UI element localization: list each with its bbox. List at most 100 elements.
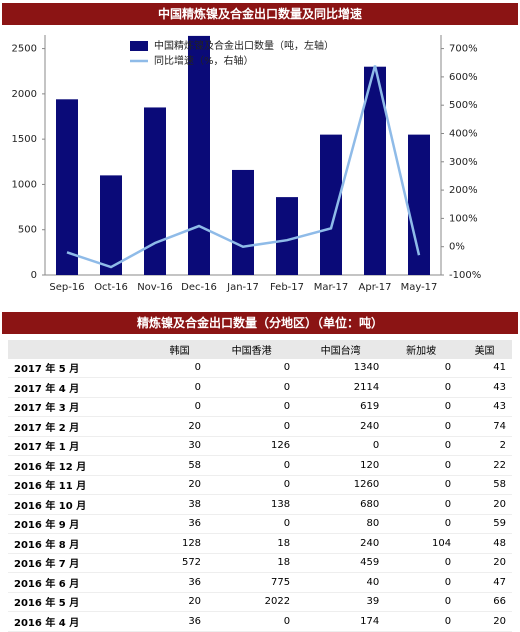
cell: 22 <box>457 455 512 476</box>
y2-tick-label: 300% <box>449 157 478 168</box>
cell: 0 <box>385 416 458 437</box>
cell: 104 <box>385 533 458 554</box>
y-tick-label: 2500 <box>12 44 37 55</box>
row-label: 2016 年 5 月 <box>8 592 153 612</box>
y2-tick-label: 400% <box>449 128 478 139</box>
bar <box>320 134 342 275</box>
chart-title: 中国精炼镍及合金出口数量及同比增速 <box>2 3 518 25</box>
cell: 36 <box>152 514 208 534</box>
x-tick-label: Apr-17 <box>359 282 392 293</box>
cell: 18 <box>207 553 297 573</box>
legend-label: 同比增速（%，右轴） <box>154 54 254 67</box>
cell: 58 <box>457 475 512 495</box>
y2-tick-label: 700% <box>449 44 478 55</box>
y-tick-label: 2000 <box>12 89 37 100</box>
y2-tick-label: 0% <box>449 242 465 253</box>
cell: 572 <box>152 553 208 573</box>
y-tick-label: 1500 <box>12 134 37 145</box>
x-tick-label: May-17 <box>401 282 438 293</box>
bar <box>100 175 122 275</box>
cell: 0 <box>385 455 458 476</box>
data-table: 韩国 中国香港 中国台湾 新加坡 美国 2017 年 5 月 0 0 1340 0 41 2017 年… <box>8 340 512 632</box>
table-row: 2017 年 2 月 20 0 240 0 74 <box>8 416 512 437</box>
cell: 619 <box>296 397 386 417</box>
y2-tick-label: 600% <box>449 72 478 83</box>
cell: 0 <box>207 475 297 495</box>
table-row: 2017 年 5 月 0 0 1340 0 41 <box>8 358 512 378</box>
cell: 43 <box>457 397 512 417</box>
corner-cell <box>8 340 153 359</box>
column-header: 中国台湾 <box>296 340 386 359</box>
cell: 18 <box>207 533 297 554</box>
cell: 0 <box>385 553 458 573</box>
cell: 41 <box>457 358 512 378</box>
cell: 120 <box>296 455 386 476</box>
table-row: 2016 年 7 月 572 18 459 0 20 <box>8 553 512 573</box>
cell: 0 <box>385 514 458 534</box>
y2-tick-label: 500% <box>449 100 478 111</box>
cell: 1260 <box>296 475 386 495</box>
cell: 47 <box>457 572 512 593</box>
cell: 20 <box>152 592 208 612</box>
cell: 2 <box>457 436 512 456</box>
table-row: 2016 年 4 月 36 0 174 0 20 <box>8 611 512 632</box>
cell: 240 <box>296 416 386 437</box>
row-label: 2017 年 2 月 <box>8 416 153 437</box>
cell: 20 <box>457 494 512 515</box>
page: 中国精炼镍及合金出口数量及同比增速 0 500 1000 1500 2000 2500 -1… <box>2 3 518 632</box>
cell: 775 <box>207 572 297 593</box>
bar <box>408 134 430 275</box>
cell: 0 <box>385 494 458 515</box>
y2-tick-label: 200% <box>449 185 478 196</box>
cell: 0 <box>152 397 208 417</box>
cell: 36 <box>152 572 208 593</box>
row-label: 2016 年 8 月 <box>8 533 153 554</box>
x-tick-label: Mar-17 <box>314 282 349 293</box>
x-tick-label: Sep-16 <box>49 282 84 293</box>
cell: 1340 <box>296 358 386 378</box>
row-label: 2017 年 4 月 <box>8 377 153 398</box>
y2-tick-label: -100% <box>449 270 481 281</box>
cell: 0 <box>207 377 297 398</box>
cell: 0 <box>207 358 297 378</box>
cell: 80 <box>296 514 386 534</box>
cell: 2022 <box>207 592 297 612</box>
x-tick-label: Oct-16 <box>94 282 128 293</box>
table-row: 2017 年 3 月 0 0 619 0 43 <box>8 397 512 417</box>
cell: 128 <box>152 533 208 554</box>
x-tick-label: Feb-17 <box>270 282 304 293</box>
table-row: 2016 年 10 月 38 138 680 0 20 <box>8 494 512 515</box>
cell: 20 <box>152 416 208 437</box>
cell: 0 <box>385 611 458 632</box>
legend-label: 中国精炼镍及合金出口数量（吨，左轴） <box>154 39 334 52</box>
row-label: 2016 年 9 月 <box>8 514 153 534</box>
x-tick-label: Nov-16 <box>137 282 173 293</box>
cell: 58 <box>152 455 208 476</box>
cell: 680 <box>296 494 386 515</box>
cell: 66 <box>457 592 512 612</box>
cell: 459 <box>296 553 386 573</box>
table-title: 精炼镍及合金出口数量（分地区）（单位：吨） <box>2 312 518 334</box>
column-header: 中国香港 <box>207 340 297 359</box>
cell: 0 <box>296 436 386 456</box>
table-row: 2016 年 12 月 58 0 120 0 22 <box>8 455 512 476</box>
bar <box>364 66 386 275</box>
table-row: 2016 年 6 月 36 775 40 0 47 <box>8 572 512 593</box>
cell: 43 <box>457 377 512 398</box>
cell: 38 <box>152 494 208 515</box>
row-label: 2016 年 12 月 <box>8 455 153 476</box>
cell: 0 <box>152 377 208 398</box>
cell: 174 <box>296 611 386 632</box>
cell: 20 <box>457 553 512 573</box>
cell: 0 <box>152 358 208 378</box>
cell: 0 <box>385 397 458 417</box>
cell: 0 <box>207 397 297 417</box>
cell: 74 <box>457 416 512 437</box>
cell: 30 <box>152 436 208 456</box>
table-row: 2016 年 9 月 36 0 80 0 59 <box>8 514 512 534</box>
cell: 126 <box>207 436 297 456</box>
bar <box>232 169 254 275</box>
row-label: 2017 年 1 月 <box>8 436 153 456</box>
cell: 0 <box>385 592 458 612</box>
cell: 40 <box>296 572 386 593</box>
